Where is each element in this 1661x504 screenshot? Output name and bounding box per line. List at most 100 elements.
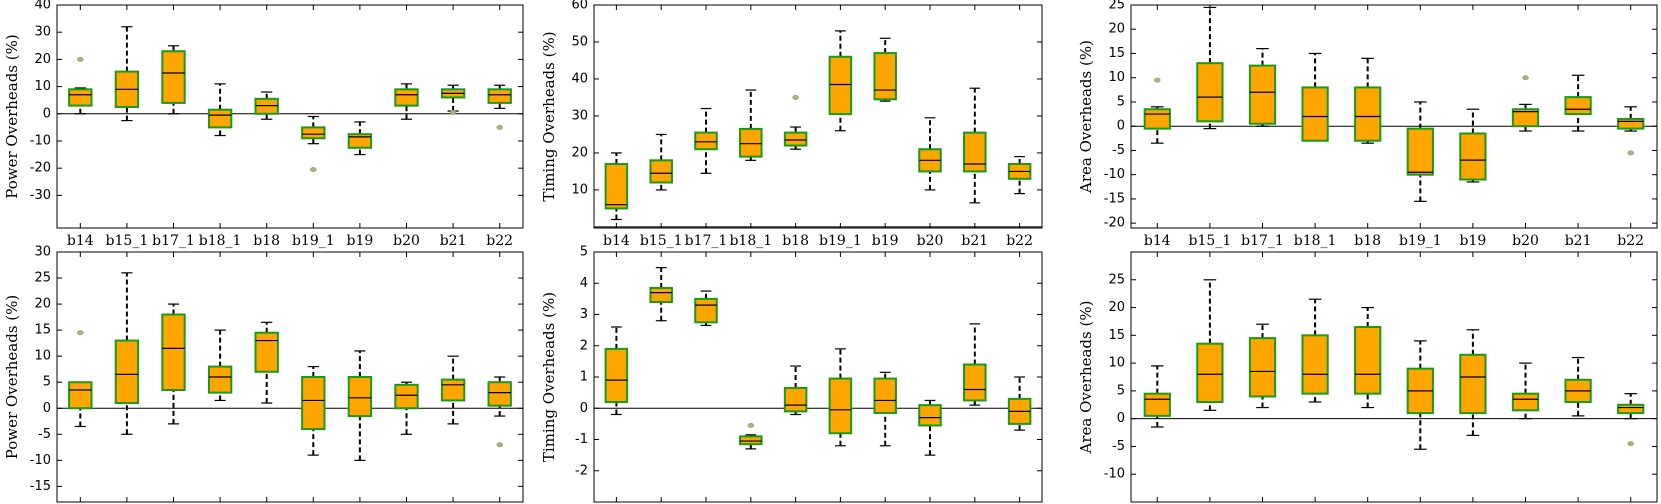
x-tick-label: b22	[1617, 233, 1644, 249]
box	[487, 381, 512, 407]
y-tick-label: 5	[1117, 383, 1125, 398]
plot-frame	[1130, 4, 1658, 229]
y-tick-label: 30	[571, 108, 588, 123]
y-tick-label: 20	[1108, 300, 1125, 315]
y-tick-label: -5	[1112, 143, 1125, 158]
box	[301, 376, 326, 431]
outlier	[496, 442, 503, 448]
y-tick-label: 5	[43, 375, 51, 390]
x-tick-label: b19	[872, 233, 899, 249]
box	[963, 363, 987, 402]
y-tick-label: 25	[1108, 272, 1125, 287]
box	[739, 435, 763, 446]
y-tick-label: 10	[1108, 70, 1125, 85]
y-tick-label: 0	[580, 401, 588, 416]
y-tick-label: 25	[1108, 0, 1125, 13]
box	[1248, 64, 1277, 125]
y-tick-label: 20	[34, 297, 51, 312]
box	[694, 131, 718, 151]
y-axis-label: Timing Overheads (%)	[540, 292, 558, 462]
y-tick-label: -1	[575, 432, 588, 447]
box	[1511, 392, 1540, 412]
box	[694, 297, 718, 324]
box	[254, 97, 279, 115]
box	[487, 88, 512, 104]
box	[1617, 117, 1645, 130]
panel: -20 -15 -10 -5 0 5 10 15 20 25 b14 b15_1 b17_1 b18_1 b…	[1077, 0, 1658, 249]
y-axis-label: Area Overheads (%)	[1077, 40, 1095, 194]
panel: -15 -10 -5 0 5 10 15 20 25 30 Power Overheads (%)	[3, 245, 524, 503]
y-tick-label: 5	[580, 245, 588, 260]
box	[1354, 86, 1382, 142]
box	[604, 347, 629, 403]
x-tick-label: b18_1	[729, 233, 772, 249]
y-tick-label: 25	[34, 271, 51, 286]
y-axis-label: Area Overheads (%)	[1077, 301, 1095, 455]
box	[1143, 108, 1171, 130]
x-tick-label: b15_1	[1189, 233, 1232, 249]
x-tick-label: b17_1	[685, 233, 728, 249]
y-tick-label: 60	[571, 0, 588, 13]
y-tick-label: 30	[34, 245, 51, 260]
y-tick-label: 0	[43, 106, 51, 121]
y-axis-label: Power Overheads (%)	[3, 295, 21, 460]
x-tick-label: b15_1	[106, 233, 149, 249]
x-tick-label: b19_1	[292, 233, 335, 249]
y-tick-label: 40	[571, 71, 588, 86]
box	[1354, 326, 1382, 395]
box	[739, 127, 763, 158]
box	[1564, 96, 1592, 116]
box	[207, 365, 233, 394]
y-tick-label: 10	[1108, 356, 1125, 371]
x-tick-label: b19_1	[819, 233, 862, 249]
plot-frame	[56, 251, 524, 503]
x-tick-label: b14	[603, 233, 630, 249]
x-tick-label: b18	[253, 233, 280, 249]
box	[301, 126, 326, 140]
box	[347, 376, 373, 418]
x-tick-label: b17_1	[1241, 233, 1284, 249]
y-tick-label: 10	[34, 349, 51, 364]
box	[440, 378, 466, 402]
box	[783, 131, 808, 147]
box	[1301, 334, 1329, 395]
y-tick-label: -15	[30, 479, 51, 494]
box	[604, 163, 629, 210]
box	[161, 50, 186, 104]
x-tick-label: b20	[917, 233, 944, 249]
plot-frame	[56, 4, 524, 229]
x-tick-label: b14	[1144, 233, 1171, 249]
box	[828, 55, 853, 116]
panel: -10 -5 0 5 10 15 20 25 Area Overheads (%)	[1077, 251, 1658, 503]
y-tick-label: -5	[38, 427, 51, 442]
box	[254, 331, 279, 373]
y-tick-label: 15	[34, 323, 51, 338]
y-tick-label: 10	[571, 182, 588, 197]
x-tick-label: b21	[961, 233, 988, 249]
outlier	[77, 56, 84, 62]
y-tick-label: 20	[34, 52, 51, 67]
x-tick-label: b22	[486, 233, 513, 249]
panel: -2 -1 0 1 2 3 4 5 Timing Overheads (%)	[540, 245, 1043, 503]
box	[918, 404, 942, 427]
x-tick-label: b14	[67, 233, 94, 249]
box	[394, 383, 419, 410]
x-tick-label: b18_1	[1294, 233, 1337, 249]
y-tick-label: 2	[580, 338, 588, 353]
box	[1617, 403, 1645, 415]
y-tick-label: 4	[580, 276, 588, 291]
y-tick-label: 30	[34, 25, 51, 40]
plot-frame	[593, 4, 1043, 229]
box	[1196, 342, 1224, 403]
y-tick-label: -10	[30, 453, 51, 468]
y-tick-label: 0	[1117, 119, 1125, 134]
y-tick-label: 15	[1108, 328, 1125, 343]
box	[1143, 392, 1171, 417]
y-tick-label: -20	[30, 161, 51, 176]
x-tick-label: b18_1	[199, 233, 242, 249]
panel: 10 20 30 40 50 60 b14 b15_1 b17_1 b18_1 b18 b19_1 b1…	[540, 0, 1043, 249]
y-tick-label: 20	[1108, 22, 1125, 37]
box	[68, 88, 93, 107]
y-axis-label: Power Overheads (%)	[3, 34, 21, 199]
